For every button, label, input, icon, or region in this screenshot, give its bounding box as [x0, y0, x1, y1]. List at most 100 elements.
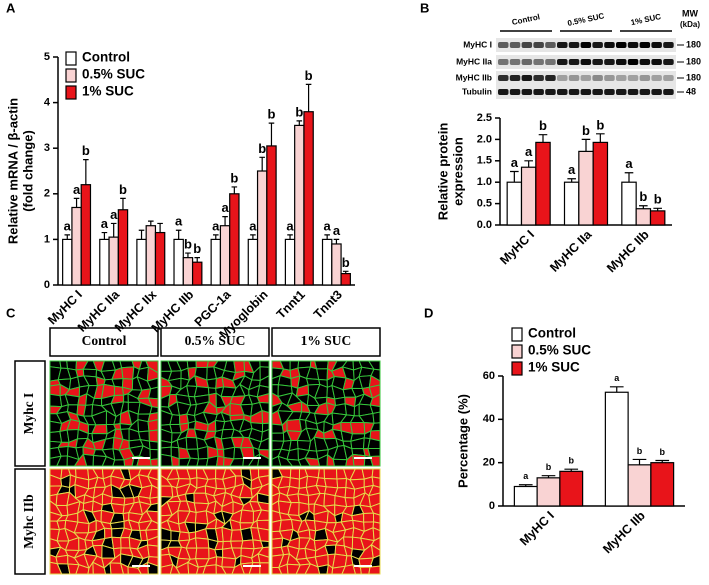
blot-band	[498, 75, 509, 81]
bar	[321, 238, 333, 286]
bar	[578, 150, 594, 226]
fiber	[323, 468, 338, 480]
significance-letter: a	[614, 373, 620, 383]
error-bar	[624, 172, 634, 183]
fiber	[55, 554, 69, 565]
y-tick-label: 20	[483, 457, 495, 469]
error-bar	[231, 186, 238, 194]
fiber	[111, 536, 122, 550]
error-bar	[268, 122, 275, 146]
blot-band	[604, 75, 615, 81]
bar	[303, 111, 314, 286]
error-bar	[73, 197, 80, 208]
error-bar	[212, 234, 219, 240]
blot-band	[533, 59, 544, 65]
blot-row-label: MyHC IIb	[456, 72, 492, 82]
panel-label: B	[420, 0, 429, 15]
fiber	[349, 421, 366, 435]
y-tick-label: 0	[44, 279, 50, 291]
blot-band	[521, 75, 533, 81]
significance-letter: b	[295, 104, 303, 119]
error-bar	[655, 459, 670, 463]
bar	[563, 181, 580, 226]
y-tick-label: 1	[44, 233, 50, 245]
significance-letter: b	[660, 447, 666, 457]
blot-band	[509, 42, 521, 48]
bar	[229, 193, 240, 286]
bar	[592, 141, 609, 226]
bar	[80, 184, 92, 286]
legend-label: 1% SUC	[528, 360, 580, 375]
fiber	[149, 458, 159, 467]
header-box	[49, 327, 159, 357]
significance-letter: a	[286, 218, 294, 233]
micrograph	[271, 360, 381, 467]
bar	[191, 261, 203, 286]
column-label: 1% SUC	[301, 333, 352, 348]
blot-band	[509, 75, 521, 81]
error-bar	[609, 386, 624, 393]
blot-band	[521, 42, 533, 48]
bar	[247, 238, 259, 286]
error-bar	[120, 197, 126, 210]
blot-strip	[496, 71, 676, 85]
blot-band	[663, 59, 674, 65]
significance-letter: b	[539, 118, 547, 133]
blot-band	[545, 75, 556, 81]
blot-band	[557, 75, 568, 81]
header-box	[271, 327, 381, 357]
error-bar	[538, 134, 548, 143]
y-axis-title: Relative protein	[435, 123, 450, 221]
blot-band	[580, 42, 592, 48]
error-bar	[510, 170, 519, 183]
bar	[266, 145, 277, 286]
fiber	[367, 438, 381, 450]
significance-letter: a	[212, 218, 220, 233]
row-label: Myhc IIb	[21, 494, 36, 548]
header-box	[160, 327, 270, 357]
fiber	[149, 448, 159, 461]
error-bar	[83, 159, 89, 185]
blot-band	[533, 89, 544, 95]
fiber	[353, 403, 360, 417]
significance-letter: a	[511, 155, 519, 170]
micrograph	[160, 468, 270, 575]
fiber	[223, 446, 236, 460]
significance-letter: b	[342, 255, 350, 270]
bar	[536, 477, 561, 507]
fiber	[305, 377, 321, 386]
bar	[535, 141, 551, 226]
blot-band	[533, 42, 544, 48]
significance-letter: b	[582, 123, 590, 138]
bar	[284, 238, 296, 286]
fiber	[271, 432, 285, 442]
mw-value: 48	[686, 86, 696, 96]
micrograph	[160, 360, 270, 467]
blot-band	[651, 75, 662, 81]
bar	[145, 225, 157, 286]
error-bar	[639, 205, 648, 209]
blot-band	[498, 89, 509, 95]
fiber	[160, 453, 173, 467]
blot-band	[557, 59, 568, 65]
error-bar	[653, 207, 662, 211]
significance-letter: b	[267, 107, 275, 122]
fiber	[314, 360, 329, 370]
fiber	[215, 455, 225, 467]
blot-band	[557, 89, 568, 95]
error-bar	[110, 222, 117, 238]
y-tick-label: 40	[483, 413, 495, 425]
bar	[173, 238, 184, 286]
fiber	[323, 492, 336, 507]
blot-row-label: Tubulin	[462, 86, 492, 96]
fiber	[239, 509, 254, 524]
x-tick-label: MyHC I	[517, 509, 557, 549]
error-bar	[175, 229, 182, 240]
row-box	[14, 468, 46, 575]
blot-band	[651, 59, 662, 65]
fiber	[147, 419, 159, 432]
significance-letter: b	[119, 182, 127, 197]
blot-band	[604, 42, 615, 48]
blot-band	[545, 89, 556, 95]
